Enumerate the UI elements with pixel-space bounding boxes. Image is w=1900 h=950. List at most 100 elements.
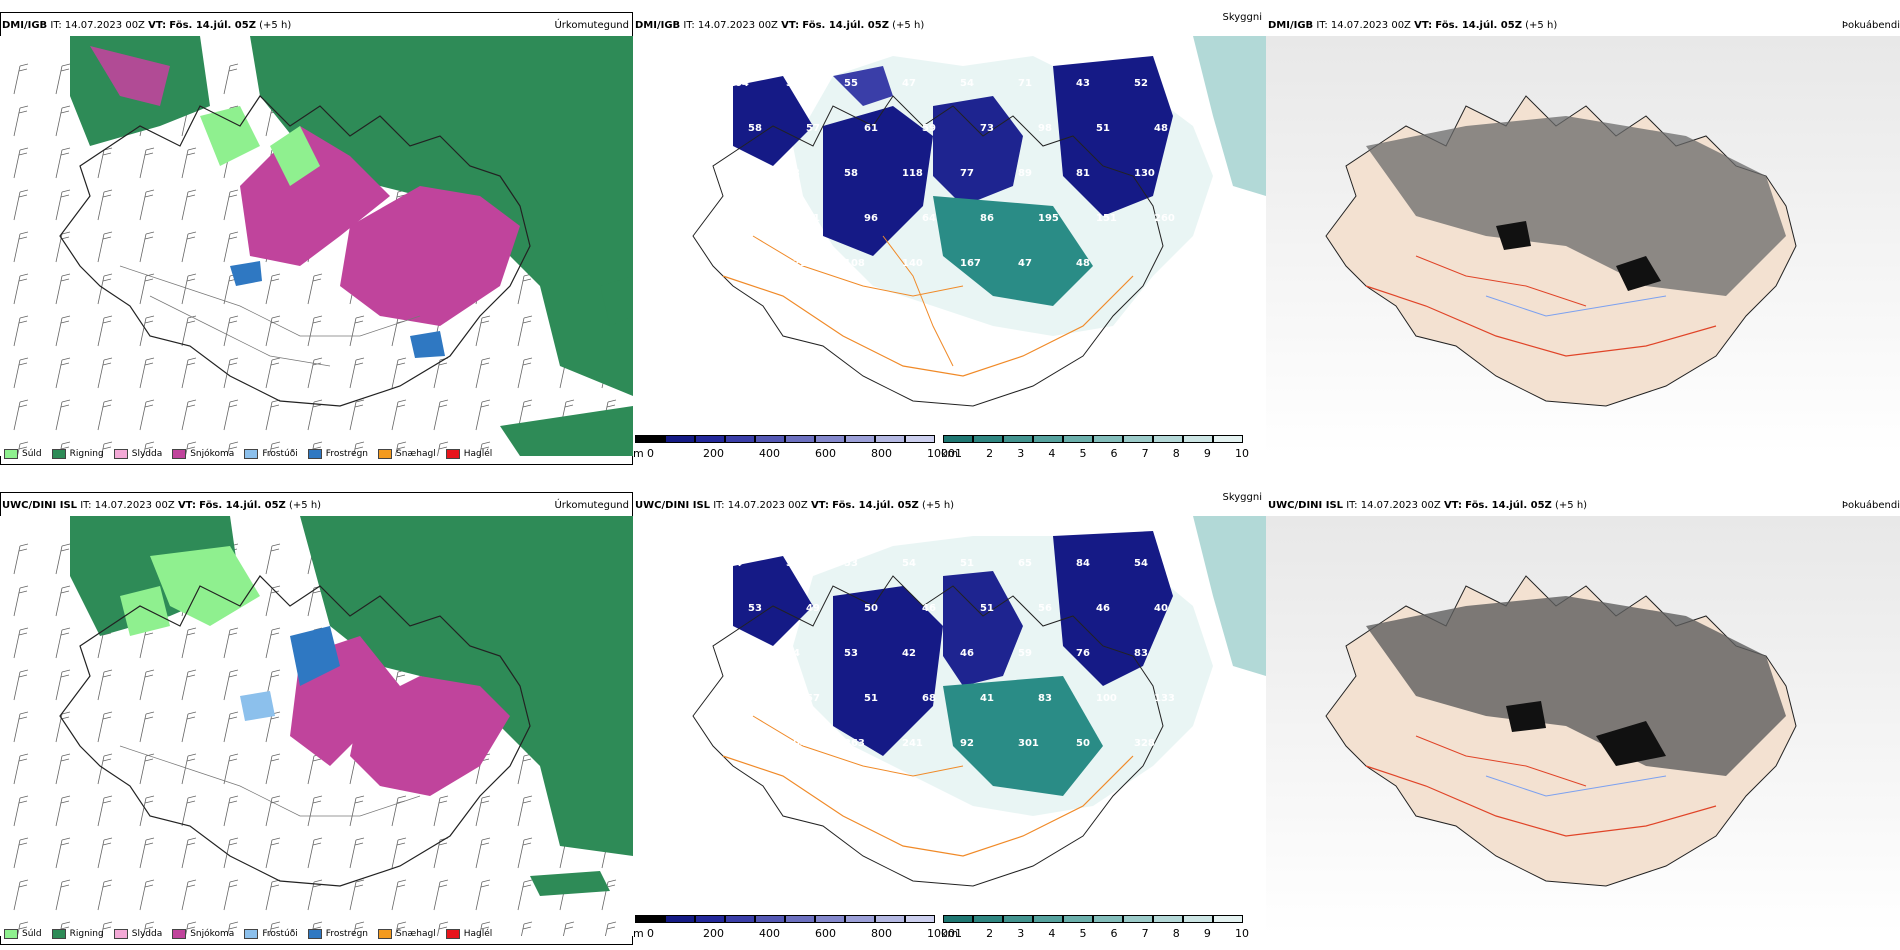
wind-barb	[13, 711, 29, 743]
wind-barb	[433, 879, 449, 911]
wind-barb	[13, 63, 29, 95]
wind-barb	[13, 795, 29, 827]
cloud-base-label: 62	[748, 213, 762, 224]
cloud-base-label: 167	[960, 258, 981, 269]
colorbar-tick: 600	[815, 447, 836, 460]
colorbar-tick: 2	[986, 447, 994, 460]
colorbar-cell	[695, 915, 725, 923]
legend-label: Súld	[22, 929, 42, 939]
wind-barb	[265, 357, 281, 389]
cloud-base-label: 96	[864, 213, 878, 224]
cloud-base-label: 47	[1018, 258, 1032, 269]
colorbar-cell	[1123, 915, 1153, 923]
wind-barb	[97, 273, 113, 305]
wind-barb	[517, 315, 533, 347]
coastline	[59, 95, 531, 407]
legend-item: Frostúði	[244, 449, 298, 459]
colorbar-cell	[695, 435, 725, 443]
wind-barb	[349, 399, 365, 431]
fog-map	[1266, 516, 1900, 936]
cloud-base-label: 46	[1096, 603, 1110, 614]
cloud-base-label: 65	[728, 168, 742, 179]
cloud-base-label: 43	[786, 168, 800, 179]
colorbar-cell	[1063, 915, 1093, 923]
wind-barb	[307, 795, 323, 827]
colorbar-tick: 800	[871, 447, 892, 460]
wind-barb	[97, 795, 113, 827]
colorbar-cell	[1093, 915, 1123, 923]
colorbar-tick: 0	[647, 927, 654, 940]
colorbar-cell	[635, 435, 665, 443]
cloud-base-label: 52	[1134, 78, 1148, 89]
wind-barb	[437, 441, 449, 456]
wind-barb	[227, 921, 239, 936]
wind-barb	[181, 357, 197, 389]
wind-barb	[307, 315, 323, 347]
wind-barb	[223, 315, 239, 347]
cloud-base-label: 48	[1076, 258, 1090, 269]
legend-swatch	[51, 929, 66, 939]
wind-barb	[479, 441, 491, 456]
colorbar-cell	[1153, 915, 1183, 923]
cloud-base-label: 54	[902, 558, 916, 569]
wind-barb	[55, 273, 71, 305]
colorbar-cell	[755, 435, 785, 443]
cloud-base-label: 59	[922, 123, 936, 134]
panel-title: Skyggni	[1222, 492, 1262, 503]
cloud-base-label: 51	[980, 603, 994, 614]
cloud-base-label: 104	[728, 78, 749, 89]
colorbar-tick: 5	[1079, 927, 1087, 940]
wind-barb	[97, 315, 113, 347]
visibility-colorbar	[943, 435, 1243, 443]
legend-item: Frostúði	[244, 929, 298, 939]
panel-title: Þokuábendi	[1841, 500, 1900, 511]
vis-panel-row1: DMI/IGB IT: 14.07.2023 00Z VT: Fös. 14.j…	[633, 12, 1266, 467]
colorbar-tick: 3	[1017, 927, 1025, 940]
wind-barb	[265, 273, 281, 305]
cloud-base-label: 104	[786, 738, 807, 749]
panel-title: Úrkomutegund	[554, 500, 629, 511]
legend-label: Snjókoma	[190, 929, 235, 939]
colorbar-cell	[1063, 435, 1093, 443]
colorbar-cell	[665, 915, 695, 923]
cloud-base-label: 55	[844, 78, 858, 89]
wind-barb	[475, 399, 491, 431]
cloud-base-label: 48	[1154, 123, 1168, 134]
wind-barb	[479, 921, 491, 936]
panel-header: UWC/DINI ISL IT: 14.07.2023 00Z VT: Fös.…	[1268, 500, 1588, 511]
colorbar-cell	[1003, 435, 1033, 443]
wind-barb	[55, 399, 71, 431]
colorbar-cell	[815, 435, 845, 443]
wind-barb	[437, 921, 449, 936]
visibility-map: 84 53 53 54 51 65 84 54 53 49 50 46 51 56 46 40 43 44 53 42…	[633, 516, 1266, 916]
cloud-base-label: 260	[1154, 213, 1175, 224]
cloud-base-label: 108	[844, 258, 865, 269]
wind-barb	[55, 63, 71, 95]
vis-panel-row2: UWC/DINI ISL IT: 14.07.2023 00Z VT: Fös.…	[633, 492, 1266, 947]
colorbar-tick: 1000	[927, 927, 955, 940]
cloud-base-label: 92	[960, 738, 974, 749]
cloud-base-label: 53	[786, 558, 800, 569]
wind-barb	[517, 879, 533, 911]
cloud-base-label: 84	[1076, 558, 1090, 569]
wind-barb	[433, 399, 449, 431]
wind-barb	[13, 837, 29, 869]
wind-barb	[311, 921, 323, 936]
cloud-base-label: 130	[1134, 168, 1155, 179]
legend-swatch	[51, 449, 66, 459]
wind-barb	[97, 189, 113, 221]
legend-item: Snæhagl	[378, 449, 436, 459]
wind-barb	[223, 399, 239, 431]
wind-barb	[101, 441, 113, 456]
fog-map	[1266, 36, 1900, 456]
wind-barb	[97, 399, 113, 431]
colorbar-cell	[755, 915, 785, 923]
legend-label: Snæhagl	[396, 449, 436, 459]
colorbar-cell	[973, 915, 1003, 923]
legend-label: Haglél	[463, 449, 493, 459]
legend-swatch	[172, 929, 187, 939]
legend-item: Súld	[4, 929, 42, 939]
colorbar-tick: 2	[986, 927, 994, 940]
panel-header: DMI/IGB IT: 14.07.2023 00Z VT: Fös. 14.j…	[635, 20, 925, 31]
panel-header: DMI/IGB IT: 14.07.2023 00Z VT: Fös. 14.j…	[2, 20, 292, 31]
